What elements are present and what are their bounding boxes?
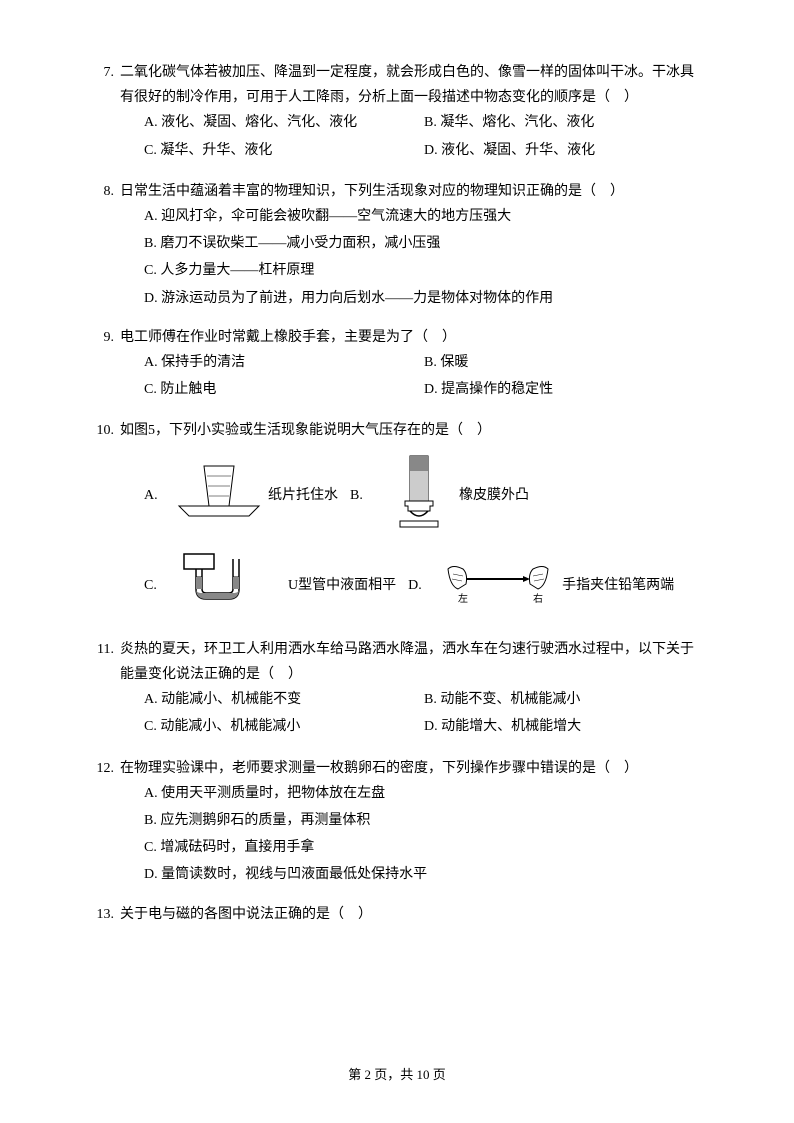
options: A. 使用天平测质量时，把物体放在左盘 B. 应先测鹅卵石的质量，再测量体积 C… bbox=[90, 781, 704, 888]
option-b: B. 凝华、熔化、汽化、液化 bbox=[424, 110, 704, 135]
option-d-letter: D. bbox=[408, 573, 438, 598]
options: A. 动能减小、机械能不变 B. 动能不变、机械能减小 C. 动能减小、机械能减… bbox=[90, 687, 704, 741]
options: A. 迎风打伞，伞可能会被吹翻——空气流速大的地方压强大 B. 磨刀不误砍柴工—… bbox=[90, 204, 704, 311]
option-b-letter: B. bbox=[350, 483, 380, 508]
diagram-pencil-fingers-icon: 左 右 bbox=[438, 554, 558, 618]
question-8: 8. 日常生活中蕴涵着丰富的物理知识，下列生活现象对应的物理知识正确的是（ ） … bbox=[90, 179, 704, 311]
option-b: B. 动能不变、机械能减小 bbox=[424, 687, 704, 712]
question-text: 电工师傅在作业时常戴上橡胶手套，主要是为了（ ） bbox=[120, 325, 704, 350]
svg-text:右: 右 bbox=[533, 592, 543, 605]
diagram-paper-water-icon bbox=[174, 456, 264, 535]
option-b: B. 应先测鹅卵石的质量，再测量体积 bbox=[144, 808, 704, 833]
question-number: 11. bbox=[90, 637, 120, 687]
option-b: B. 保暖 bbox=[424, 350, 704, 375]
option-d: D. 量筒读数时，视线与凹液面最低处保持水平 bbox=[144, 862, 704, 887]
option-b-label: 橡皮膜外凸 bbox=[459, 483, 529, 508]
option-d: D. 液化、凝固、升华、液化 bbox=[424, 138, 704, 163]
option-a: A. 迎风打伞，伞可能会被吹翻——空气流速大的地方压强大 bbox=[144, 204, 704, 229]
option-c: C. 人多力量大——杠杆原理 bbox=[144, 258, 704, 283]
option-a: A. 液化、凝固、熔化、汽化、液化 bbox=[144, 110, 424, 135]
option-d: D. 提高操作的稳定性 bbox=[424, 377, 704, 402]
image-options: A. 纸片托住水 B. bbox=[90, 451, 704, 622]
question-number: 8. bbox=[90, 179, 120, 204]
question-text: 日常生活中蕴涵着丰富的物理知识，下列生活现象对应的物理知识正确的是（ ） bbox=[120, 179, 704, 204]
question-number: 12. bbox=[90, 756, 120, 781]
option-a: A. 保持手的清洁 bbox=[144, 350, 424, 375]
option-d-label: 手指夹住铅笔两端 bbox=[562, 573, 674, 598]
option-d: D. 游泳运动员为了前进，用力向后划水——力是物体对物体的作用 bbox=[144, 286, 704, 311]
question-text: 二氧化碳气体若被加压、降温到一定程度，就会形成白色的、像雪一样的固体叫干冰。干冰… bbox=[120, 60, 704, 110]
question-number: 13. bbox=[90, 902, 120, 927]
option-a: A. 使用天平测质量时，把物体放在左盘 bbox=[144, 781, 704, 806]
question-11: 11. 炎热的夏天，环卫工人利用洒水车给马路洒水降温，洒水车在匀速行驶洒水过程中… bbox=[90, 637, 704, 742]
option-c-letter: C. bbox=[144, 573, 174, 598]
question-text: 炎热的夏天，环卫工人利用洒水车给马路洒水降温，洒水车在匀速行驶洒水过程中，以下关… bbox=[120, 637, 704, 687]
question-12: 12. 在物理实验课中，老师要求测量一枚鹅卵石的密度，下列操作步骤中错误的是（ … bbox=[90, 756, 704, 888]
option-a-label: 纸片托住水 bbox=[268, 483, 338, 508]
options: A. 保持手的清洁 B. 保暖 C. 防止触电 D. 提高操作的稳定性 bbox=[90, 350, 704, 404]
option-d: D. 动能增大、机械能增大 bbox=[424, 714, 704, 739]
page-number: 第 2 页，共 10 页 bbox=[348, 1067, 446, 1082]
option-b: B. 磨刀不误砍柴工——减小受力面积，减小压强 bbox=[144, 231, 704, 256]
page-footer: 第 2 页，共 10 页 bbox=[0, 1064, 794, 1083]
question-text: 如图5，下列小实验或生活现象能说明大气压存在的是（ ） bbox=[120, 418, 704, 443]
option-c-label: U型管中液面相平 bbox=[288, 573, 396, 598]
options: A. 液化、凝固、熔化、汽化、液化 B. 凝华、熔化、汽化、液化 C. 凝华、升… bbox=[90, 110, 704, 164]
option-c: C. 防止触电 bbox=[144, 377, 424, 402]
option-a: A. 动能减小、机械能不变 bbox=[144, 687, 424, 712]
option-c: C. 动能减小、机械能减小 bbox=[144, 714, 424, 739]
diagram-rubber-membrane-icon bbox=[380, 451, 455, 540]
svg-text:左: 左 bbox=[458, 592, 468, 605]
question-9: 9. 电工师傅在作业时常戴上橡胶手套，主要是为了（ ） A. 保持手的清洁 B.… bbox=[90, 325, 704, 405]
option-c: C. 凝华、升华、液化 bbox=[144, 138, 424, 163]
question-7: 7. 二氧化碳气体若被加压、降温到一定程度，就会形成白色的、像雪一样的固体叫干冰… bbox=[90, 60, 704, 165]
question-10: 10. 如图5，下列小实验或生活现象能说明大气压存在的是（ ） A. 纸片托住水… bbox=[90, 418, 704, 623]
option-a-letter: A. bbox=[144, 483, 174, 508]
option-c: C. 增减砝码时，直接用手拿 bbox=[144, 835, 704, 860]
question-number: 9. bbox=[90, 325, 120, 350]
question-text: 在物理实验课中，老师要求测量一枚鹅卵石的密度，下列操作步骤中错误的是（ ） bbox=[120, 756, 704, 781]
question-13: 13. 关于电与磁的各图中说法正确的是（ ） bbox=[90, 902, 704, 927]
question-number: 10. bbox=[90, 418, 120, 443]
diagram-u-tube-icon bbox=[174, 549, 284, 623]
question-text: 关于电与磁的各图中说法正确的是（ ） bbox=[120, 902, 704, 927]
question-number: 7. bbox=[90, 60, 120, 110]
